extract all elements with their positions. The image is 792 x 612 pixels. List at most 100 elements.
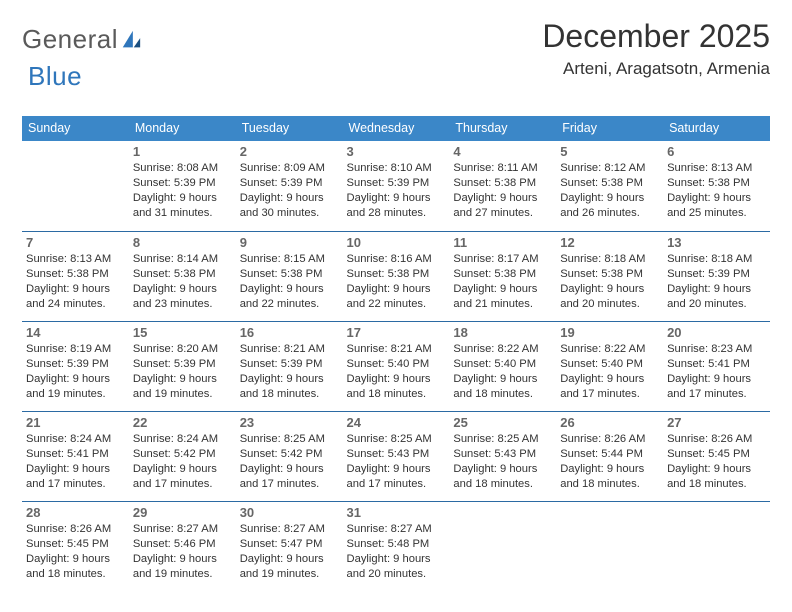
calendar-week-row: 1 Sunrise: 8:08 AMSunset: 5:39 PMDaylight…: [22, 141, 770, 231]
logo: General: [22, 18, 144, 55]
day-info: Sunrise: 8:26 AMSunset: 5:44 PMDaylight:…: [560, 432, 659, 492]
weekday-header: Tuesday: [236, 116, 343, 141]
day-info: Sunrise: 8:21 AMSunset: 5:40 PMDaylight:…: [347, 342, 446, 402]
day-info: Sunrise: 8:23 AMSunset: 5:41 PMDaylight:…: [667, 342, 766, 402]
day-info: Sunrise: 8:24 AMSunset: 5:41 PMDaylight:…: [26, 432, 125, 492]
day-number: 13: [667, 235, 766, 250]
calendar-day-cell: 30 Sunrise: 8:27 AMSunset: 5:47 PMDayligh…: [236, 501, 343, 591]
day-info: Sunrise: 8:27 AMSunset: 5:47 PMDaylight:…: [240, 522, 339, 582]
calendar-day-cell: 17 Sunrise: 8:21 AMSunset: 5:40 PMDayligh…: [343, 321, 450, 411]
day-number: 8: [133, 235, 232, 250]
calendar-day-cell: 25 Sunrise: 8:25 AMSunset: 5:43 PMDayligh…: [449, 411, 556, 501]
day-info: Sunrise: 8:17 AMSunset: 5:38 PMDaylight:…: [453, 252, 552, 312]
day-info: Sunrise: 8:27 AMSunset: 5:48 PMDaylight:…: [347, 522, 446, 582]
calendar-day-cell: 27Sunrise: 8:26 AMSunset: 5:45 PMDayligh…: [663, 411, 770, 501]
day-number: 29: [133, 505, 232, 520]
calendar-day-cell: 15Sunrise: 8:20 AMSunset: 5:39 PMDayligh…: [129, 321, 236, 411]
calendar-day-cell: 21Sunrise: 8:24 AMSunset: 5:41 PMDayligh…: [22, 411, 129, 501]
day-number: 30: [240, 505, 339, 520]
calendar-day-cell: 16Sunrise: 8:21 AMSunset: 5:39 PMDayligh…: [236, 321, 343, 411]
day-number: 15: [133, 325, 232, 340]
weekday-header: Saturday: [663, 116, 770, 141]
weekday-header: Sunday: [22, 116, 129, 141]
day-number: 7: [26, 235, 125, 250]
day-number: 25: [453, 415, 552, 430]
calendar-week-row: 21Sunrise: 8:24 AMSunset: 5:41 PMDayligh…: [22, 411, 770, 501]
day-info: Sunrise: 8:25 AMSunset: 5:43 PMDaylight:…: [453, 432, 552, 492]
calendar-day-cell: [556, 501, 663, 591]
calendar-day-cell: 12 Sunrise: 8:18 AMSunset: 5:38 PMDayligh…: [556, 231, 663, 321]
day-info: Sunrise: 8:09 AMSunset: 5:39 PMDaylight:…: [240, 161, 339, 221]
day-info: Sunrise: 8:22 AMSunset: 5:40 PMDaylight:…: [560, 342, 659, 402]
logo-word1: General: [22, 24, 118, 55]
calendar-day-cell: 9 Sunrise: 8:15 AMSunset: 5:38 PMDaylight…: [236, 231, 343, 321]
day-number: 5: [560, 144, 659, 159]
day-number: 14: [26, 325, 125, 340]
day-number: 26: [560, 415, 659, 430]
day-number: 2: [240, 144, 339, 159]
calendar-page: General December 2025 Arteni, Aragatsotn…: [0, 0, 792, 612]
day-info: Sunrise: 8:25 AMSunset: 5:42 PMDaylight:…: [240, 432, 339, 492]
day-number: 17: [347, 325, 446, 340]
day-info: Sunrise: 8:14 AMSunset: 5:38 PMDaylight:…: [133, 252, 232, 312]
day-number: 10: [347, 235, 446, 250]
calendar-week-row: 28Sunrise: 8:26 AMSunset: 5:45 PMDayligh…: [22, 501, 770, 591]
calendar-day-cell: 5 Sunrise: 8:12 AMSunset: 5:38 PMDaylight…: [556, 141, 663, 231]
calendar-day-cell: 29 Sunrise: 8:27 AMSunset: 5:46 PMDayligh…: [129, 501, 236, 591]
calendar-day-cell: 11 Sunrise: 8:17 AMSunset: 5:38 PMDayligh…: [449, 231, 556, 321]
calendar-day-cell: 28Sunrise: 8:26 AMSunset: 5:45 PMDayligh…: [22, 501, 129, 591]
day-info: Sunrise: 8:08 AMSunset: 5:39 PMDaylight:…: [133, 161, 232, 221]
calendar-day-cell: 22Sunrise: 8:24 AMSunset: 5:42 PMDayligh…: [129, 411, 236, 501]
day-info: Sunrise: 8:27 AMSunset: 5:46 PMDaylight:…: [133, 522, 232, 582]
day-info: Sunrise: 8:16 AMSunset: 5:38 PMDaylight:…: [347, 252, 446, 312]
day-number: 31: [347, 505, 446, 520]
calendar-day-cell: 20 Sunrise: 8:23 AMSunset: 5:41 PMDayligh…: [663, 321, 770, 411]
day-info: Sunrise: 8:11 AMSunset: 5:38 PMDaylight:…: [453, 161, 552, 221]
day-info: Sunrise: 8:22 AMSunset: 5:40 PMDaylight:…: [453, 342, 552, 402]
calendar-day-cell: 14 Sunrise: 8:19 AMSunset: 5:39 PMDayligh…: [22, 321, 129, 411]
calendar-day-cell: [449, 501, 556, 591]
logo-word2: Blue: [28, 61, 82, 91]
day-number: 20: [667, 325, 766, 340]
weekday-header: Monday: [129, 116, 236, 141]
calendar-day-cell: 3Sunrise: 8:10 AMSunset: 5:39 PMDaylight…: [343, 141, 450, 231]
day-number: 4: [453, 144, 552, 159]
day-number: 23: [240, 415, 339, 430]
calendar-day-cell: 18 Sunrise: 8:22 AMSunset: 5:40 PMDayligh…: [449, 321, 556, 411]
day-number: 12: [560, 235, 659, 250]
day-number: 28: [26, 505, 125, 520]
calendar-day-cell: 31 Sunrise: 8:27 AMSunset: 5:48 PMDayligh…: [343, 501, 450, 591]
day-number: 1: [133, 144, 232, 159]
calendar-day-cell: 1 Sunrise: 8:08 AMSunset: 5:39 PMDaylight…: [129, 141, 236, 231]
day-number: 9: [240, 235, 339, 250]
calendar-day-cell: 13 Sunrise: 8:18 AMSunset: 5:39 PMDayligh…: [663, 231, 770, 321]
day-info: Sunrise: 8:21 AMSunset: 5:39 PMDaylight:…: [240, 342, 339, 402]
day-number: 3: [347, 144, 446, 159]
weekday-header: Friday: [556, 116, 663, 141]
day-number: 11: [453, 235, 552, 250]
calendar-head: SundayMondayTuesdayWednesdayThursdayFrid…: [22, 116, 770, 141]
calendar-day-cell: 7Sunrise: 8:13 AMSunset: 5:38 PMDaylight…: [22, 231, 129, 321]
day-number: 18: [453, 325, 552, 340]
day-info: Sunrise: 8:15 AMSunset: 5:38 PMDaylight:…: [240, 252, 339, 312]
weekday-header: Wednesday: [343, 116, 450, 141]
calendar-day-cell: 2 Sunrise: 8:09 AMSunset: 5:39 PMDaylight…: [236, 141, 343, 231]
calendar-day-cell: [22, 141, 129, 231]
day-info: Sunrise: 8:26 AMSunset: 5:45 PMDaylight:…: [667, 432, 766, 492]
day-info: Sunrise: 8:25 AMSunset: 5:43 PMDaylight:…: [347, 432, 446, 492]
day-info: Sunrise: 8:19 AMSunset: 5:39 PMDaylight:…: [26, 342, 125, 402]
day-number: 6: [667, 144, 766, 159]
day-info: Sunrise: 8:18 AMSunset: 5:38 PMDaylight:…: [560, 252, 659, 312]
day-info: Sunrise: 8:12 AMSunset: 5:38 PMDaylight:…: [560, 161, 659, 221]
month-title: December 2025: [542, 18, 770, 55]
weekday-header: Thursday: [449, 116, 556, 141]
calendar-day-cell: 8 Sunrise: 8:14 AMSunset: 5:38 PMDaylight…: [129, 231, 236, 321]
day-info: Sunrise: 8:18 AMSunset: 5:39 PMDaylight:…: [667, 252, 766, 312]
calendar-week-row: 14 Sunrise: 8:19 AMSunset: 5:39 PMDayligh…: [22, 321, 770, 411]
calendar-day-cell: 6Sunrise: 8:13 AMSunset: 5:38 PMDaylight…: [663, 141, 770, 231]
day-number: 24: [347, 415, 446, 430]
calendar-table: SundayMondayTuesdayWednesdayThursdayFrid…: [22, 116, 770, 591]
calendar-day-cell: 24 Sunrise: 8:25 AMSunset: 5:43 PMDayligh…: [343, 411, 450, 501]
calendar-day-cell: 4 Sunrise: 8:11 AMSunset: 5:38 PMDaylight…: [449, 141, 556, 231]
calendar-day-cell: 23 Sunrise: 8:25 AMSunset: 5:42 PMDayligh…: [236, 411, 343, 501]
